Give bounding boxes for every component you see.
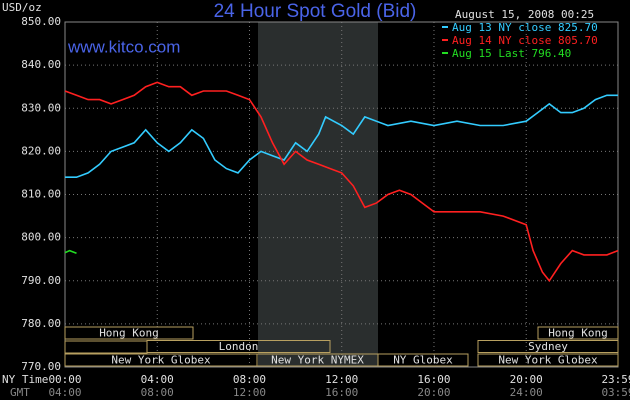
price-line — [65, 94, 618, 178]
y-tick-label: 840.00 — [21, 58, 61, 71]
legend-entry: Aug 15 Last 796.40 — [452, 47, 571, 60]
legend-swatch — [442, 39, 448, 41]
x2-tick-label: 04:00 — [48, 386, 81, 399]
chart-title: 24 Hour Spot Gold (Bid) — [214, 1, 417, 22]
y-tick-label: 770.00 — [21, 360, 61, 373]
session-label: New York NYMEX — [271, 354, 364, 367]
session-box — [537, 326, 619, 340]
y-tick-label: 850.00 — [21, 15, 61, 28]
x-tick-label: 12:00 — [325, 373, 358, 386]
x2-axis-label: GMT — [10, 386, 30, 399]
session-box — [377, 353, 469, 367]
session-label: NY Globex — [393, 354, 453, 367]
y-tick-label: 800.00 — [21, 231, 61, 244]
plot-frame — [64, 21, 619, 368]
price-line — [64, 249, 77, 254]
x-tick-label: 23:59 — [601, 373, 630, 386]
x-tick-label: 00:00 — [48, 373, 81, 386]
x-tick-label: 16:00 — [417, 373, 450, 386]
legend-entry: Aug 14 NY close 805.70 — [452, 34, 598, 47]
source: www.kitco.com — [67, 37, 180, 56]
session-label: New York Globex — [111, 354, 211, 367]
session-box — [64, 326, 194, 340]
session-box — [477, 353, 619, 367]
x2-tick-label: 03:59 — [601, 386, 630, 399]
session-label: Hong Kong — [548, 327, 608, 340]
session-label: Hong Kong — [99, 327, 159, 340]
x-axis-label: NY Time — [2, 373, 48, 386]
session-label: New York Globex — [498, 354, 598, 367]
chart-date: August 15, 2008 00:25 — [455, 8, 594, 21]
x2-tick-label: 12:00 — [233, 386, 266, 399]
x2-tick-label: 08:00 — [141, 386, 174, 399]
y-tick-label: 790.00 — [21, 274, 61, 287]
y-tick-label: 820.00 — [21, 144, 61, 157]
price-line — [64, 81, 619, 283]
y-tick-label: 830.00 — [21, 101, 61, 114]
y-tick-label: 810.00 — [21, 188, 61, 201]
x-tick-label: 08:00 — [233, 373, 266, 386]
session-box — [477, 340, 619, 353]
session-label: London — [219, 340, 259, 353]
x2-tick-label: 24:00 — [510, 386, 543, 399]
session-label: Sydney — [528, 340, 568, 353]
legend-swatch — [442, 26, 448, 28]
legend-swatch — [442, 52, 448, 54]
legend-entry: Aug 13 NY close 825.70 — [452, 21, 598, 34]
session-box — [146, 340, 331, 353]
x-tick-label: 20:00 — [510, 373, 543, 386]
x2-tick-label: 16:00 — [325, 386, 358, 399]
x-tick-label: 04:00 — [141, 373, 174, 386]
x2-tick-label: 20:00 — [417, 386, 450, 399]
y-axis-label: USD/oz — [2, 1, 42, 14]
y-tick-label: 780.00 — [21, 317, 61, 330]
